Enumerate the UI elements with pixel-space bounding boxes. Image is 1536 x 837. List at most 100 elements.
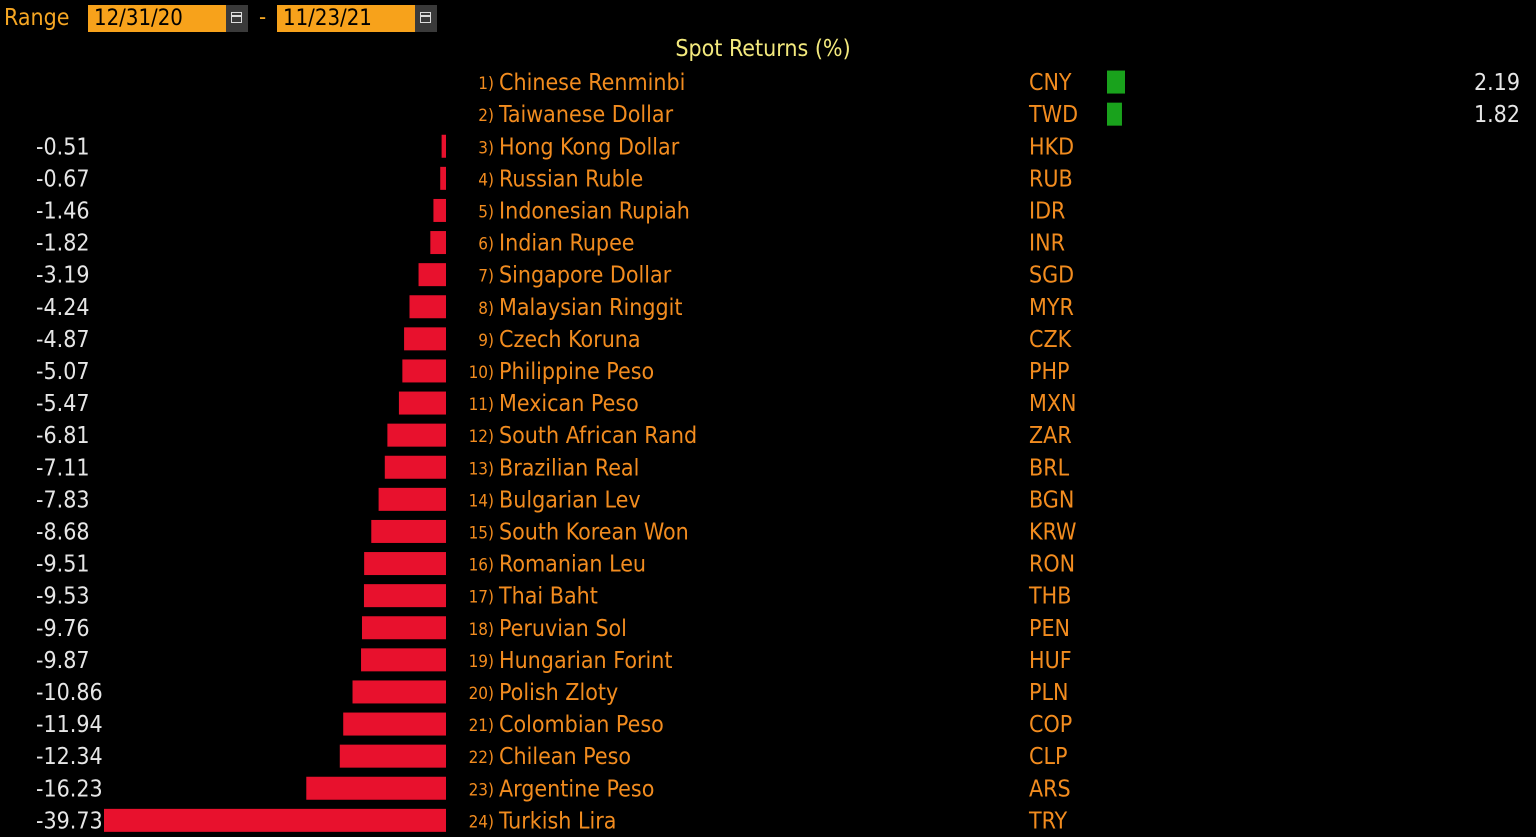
currency-code: BRL: [1029, 455, 1070, 481]
currency-name: Indonesian Rupiah: [499, 198, 690, 224]
bar-ars: [306, 776, 446, 800]
rank-label: 21): [469, 716, 494, 736]
bar-brl: [384, 455, 446, 479]
value-label: -0.51: [36, 134, 90, 160]
rank-label: 4): [478, 170, 494, 190]
currency-name: Peruvian Sol: [499, 616, 627, 642]
rank-label: 20): [469, 684, 494, 704]
chart-title: Spot Returns (%): [675, 36, 851, 62]
currency-name: South African Rand: [499, 423, 697, 449]
currency-code: CZK: [1029, 327, 1072, 353]
rank-label: 16): [469, 556, 494, 576]
bar-czk: [404, 327, 446, 351]
value-label: -16.23: [36, 776, 103, 802]
value-label: 1.82: [1474, 102, 1520, 128]
rank-label: 11): [469, 395, 494, 415]
calendar-icon[interactable]: [226, 5, 248, 32]
rank-label: 23): [469, 780, 494, 800]
bar-rub: [440, 166, 446, 190]
currency-code: ZAR: [1029, 423, 1072, 449]
currency-name: Colombian Peso: [499, 712, 664, 738]
currency-code: PLN: [1029, 680, 1068, 706]
currency-code: BGN: [1029, 487, 1074, 513]
currency-code: CLP: [1029, 744, 1067, 770]
bar-cop: [343, 712, 446, 736]
value-label: -9.53: [36, 584, 90, 610]
currency-code: INR: [1029, 231, 1065, 257]
currency-code: ARS: [1029, 776, 1071, 802]
currency-code: HKD: [1029, 134, 1074, 160]
currency-name: Polish Zloty: [499, 680, 618, 706]
currency-code: IDR: [1029, 198, 1065, 224]
value-label: -4.87: [36, 327, 90, 353]
currency-name: Russian Ruble: [499, 166, 643, 192]
currency-name: Bulgarian Lev: [499, 487, 641, 513]
rank-label: 7): [478, 267, 494, 287]
rank-label: 12): [469, 427, 494, 447]
currency-name: Mexican Peso: [499, 391, 639, 417]
value-label: -1.46: [36, 198, 90, 224]
currency-name: Chilean Peso: [499, 744, 631, 770]
bar-inr: [430, 231, 446, 255]
bar-try: [104, 808, 446, 832]
currency-code: HUF: [1029, 648, 1072, 674]
end-date-field[interactable]: 11/23/21: [277, 5, 415, 32]
bar-idr: [433, 198, 446, 222]
bar-cny: [1107, 70, 1125, 94]
rank-label: 17): [469, 588, 494, 608]
currency-name: Taiwanese Dollar: [498, 102, 674, 128]
bar-myr: [409, 295, 446, 319]
bar-pln: [352, 680, 446, 704]
bar-huf: [361, 648, 446, 672]
rank-label: 14): [469, 491, 494, 511]
currency-name: Thai Baht: [498, 584, 598, 610]
currency-name: Hungarian Forint: [499, 648, 672, 674]
currency-code: MXN: [1029, 391, 1077, 417]
currency-code: MYR: [1029, 295, 1074, 321]
value-label: -9.76: [36, 616, 90, 642]
currency-code: RUB: [1029, 166, 1073, 192]
value-label: -5.07: [36, 359, 90, 385]
currency-name: Turkish Lira: [498, 808, 616, 834]
calendar-icon[interactable]: [415, 5, 437, 32]
currency-name: Czech Koruna: [499, 327, 641, 353]
currency-code: KRW: [1029, 519, 1076, 545]
rank-label: 10): [469, 363, 494, 383]
currency-name: Philippine Peso: [499, 359, 654, 385]
bar-zar: [387, 423, 446, 447]
bar-php: [402, 359, 446, 383]
start-date-field[interactable]: 12/31/20: [88, 5, 226, 32]
currency-name: Brazilian Real: [499, 455, 639, 481]
rank-label: 9): [478, 331, 494, 351]
bar-thb: [363, 584, 446, 608]
value-label: -9.87: [36, 648, 90, 674]
currency-name: Chinese Renminbi: [499, 70, 685, 96]
rank-label: 15): [469, 523, 494, 543]
value-label: -12.34: [36, 744, 103, 770]
currency-name: Malaysian Ringgit: [499, 295, 682, 321]
value-label: -7.11: [36, 455, 90, 481]
value-label: -9.51: [36, 552, 90, 578]
currency-name: Hong Kong Dollar: [499, 134, 680, 160]
bar-krw: [371, 519, 446, 543]
currency-code: SGD: [1029, 263, 1074, 289]
currency-name: Romanian Leu: [499, 552, 646, 578]
value-label: -39.73: [36, 808, 103, 834]
currency-code: PEN: [1029, 616, 1070, 642]
value-label: -3.19: [36, 263, 90, 289]
range-label: Range: [4, 5, 70, 31]
rank-label: 18): [469, 620, 494, 640]
value-label: -7.83: [36, 487, 90, 513]
bar-hkd: [441, 134, 446, 158]
currency-code: PHP: [1029, 359, 1070, 385]
currency-code: THB: [1028, 584, 1071, 610]
value-label: -8.68: [36, 519, 90, 545]
currency-name: Indian Rupee: [499, 231, 635, 257]
value-label: -4.24: [36, 295, 90, 321]
currency-name: Argentine Peso: [499, 776, 654, 802]
value-label: -1.82: [36, 231, 90, 257]
currency-code: CNY: [1029, 70, 1072, 96]
currency-name: Singapore Dollar: [499, 263, 672, 289]
currency-code: TRY: [1028, 808, 1068, 834]
